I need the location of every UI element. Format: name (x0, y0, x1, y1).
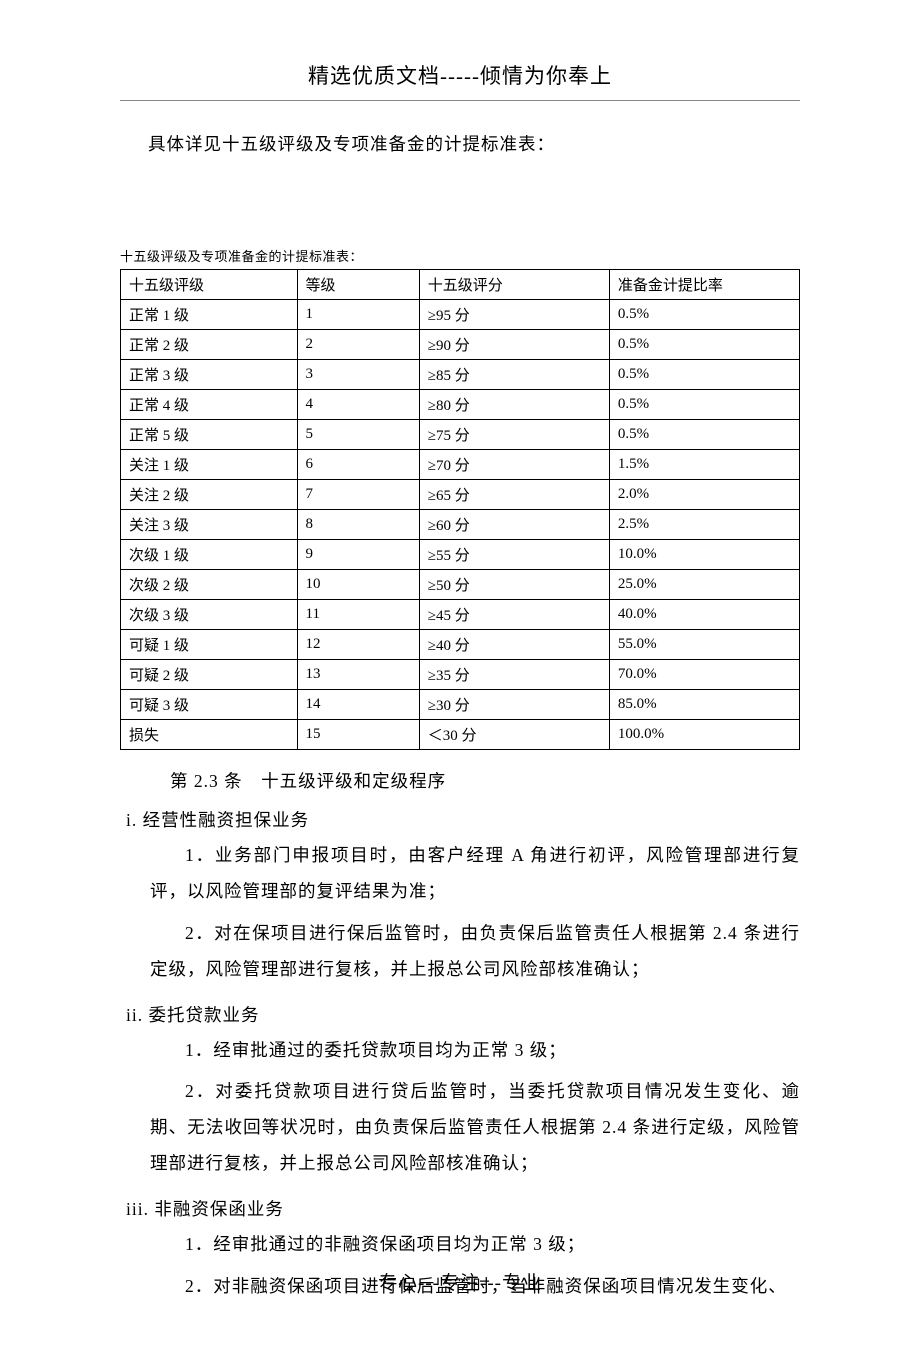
cell: ≥95 分 (419, 300, 609, 330)
table-row: 次级 1 级9≥55 分10.0% (121, 540, 800, 570)
sub-i-label: i. 经营性融资担保业务 (126, 807, 800, 832)
cell: 次级 1 级 (121, 540, 298, 570)
cell: 5 (297, 420, 419, 450)
cell: 0.5% (609, 330, 799, 360)
table-row: 关注 3 级8≥60 分2.5% (121, 510, 800, 540)
cell: ≥30 分 (419, 690, 609, 720)
table-row: 正常 4 级4≥80 分0.5% (121, 390, 800, 420)
table-row: 正常 3 级3≥85 分0.5% (121, 360, 800, 390)
table-row: 关注 2 级7≥65 分2.0% (121, 480, 800, 510)
intro-text: 具体详见十五级评级及专项准备金的计提标准表： (148, 131, 800, 156)
cell: 正常 4 级 (121, 390, 298, 420)
cell: 可疑 1 级 (121, 630, 298, 660)
cell: 次级 2 级 (121, 570, 298, 600)
paragraph: 2．对在保项目进行保后监管时，由负责保后监管责任人根据第 2.4 条进行定级，风… (150, 916, 800, 988)
section-2-3-heading: 第 2.3 条 十五级评级和定级程序 (170, 768, 800, 793)
header-underline (120, 100, 800, 101)
rating-table: 十五级评级 等级 十五级评分 准备金计提比率 正常 1 级1≥95 分0.5% … (120, 269, 800, 750)
cell: 关注 2 级 (121, 480, 298, 510)
document-page: 精选优质文档-----倾情为你奉上 具体详见十五级评级及专项准备金的计提标准表：… (0, 0, 920, 1345)
cell: 1.5% (609, 450, 799, 480)
cell: 8 (297, 510, 419, 540)
cell: 关注 3 级 (121, 510, 298, 540)
cell: ≥90 分 (419, 330, 609, 360)
cell: 可疑 3 级 (121, 690, 298, 720)
page-header-title: 精选优质文档-----倾情为你奉上 (120, 60, 800, 90)
cell: 正常 3 级 (121, 360, 298, 390)
table-row: 可疑 3 级14≥30 分85.0% (121, 690, 800, 720)
cell: 2.5% (609, 510, 799, 540)
cell: 10 (297, 570, 419, 600)
cell: 70.0% (609, 660, 799, 690)
cell: 4 (297, 390, 419, 420)
cell: 正常 1 级 (121, 300, 298, 330)
cell: 0.5% (609, 360, 799, 390)
cell: ＜30 分 (419, 720, 609, 750)
cell: 9 (297, 540, 419, 570)
sub-ii-label: ii. 委托贷款业务 (126, 1002, 800, 1027)
cell: 40.0% (609, 600, 799, 630)
table-row: 损失15＜30 分100.0% (121, 720, 800, 750)
col-header: 十五级评分 (419, 270, 609, 300)
cell: 0.5% (609, 420, 799, 450)
cell: ≥85 分 (419, 360, 609, 390)
table-row: 次级 3 级11≥45 分40.0% (121, 600, 800, 630)
paragraph: 2．对委托贷款项目进行贷后监管时，当委托贷款项目情况发生变化、逾期、无法收回等状… (150, 1074, 800, 1182)
table-caption: 十五级评级及专项准备金的计提标准表： (120, 246, 800, 265)
col-header: 等级 (297, 270, 419, 300)
cell: 10.0% (609, 540, 799, 570)
col-header: 十五级评级 (121, 270, 298, 300)
cell: 55.0% (609, 630, 799, 660)
cell: 2.0% (609, 480, 799, 510)
cell: 11 (297, 600, 419, 630)
table-row: 可疑 1 级12≥40 分55.0% (121, 630, 800, 660)
cell: ≥80 分 (419, 390, 609, 420)
cell: ≥50 分 (419, 570, 609, 600)
paragraph: 1．经审批通过的委托贷款项目均为正常 3 级； (150, 1033, 800, 1069)
cell: 6 (297, 450, 419, 480)
cell: 损失 (121, 720, 298, 750)
table-body: 正常 1 级1≥95 分0.5% 正常 2 级2≥90 分0.5% 正常 3 级… (121, 300, 800, 750)
cell: 14 (297, 690, 419, 720)
cell: 7 (297, 480, 419, 510)
table-row: 关注 1 级6≥70 分1.5% (121, 450, 800, 480)
table-row: 可疑 2 级13≥35 分70.0% (121, 660, 800, 690)
table-header-row: 十五级评级 等级 十五级评分 准备金计提比率 (121, 270, 800, 300)
cell: ≥75 分 (419, 420, 609, 450)
page-footer: 专心---专注---专业 (0, 1268, 920, 1295)
table-row: 正常 2 级2≥90 分0.5% (121, 330, 800, 360)
paragraph: 1．经审批通过的非融资保函项目均为正常 3 级； (150, 1227, 800, 1263)
cell: 2 (297, 330, 419, 360)
cell: 12 (297, 630, 419, 660)
cell: ≥35 分 (419, 660, 609, 690)
cell: ≥55 分 (419, 540, 609, 570)
cell: 次级 3 级 (121, 600, 298, 630)
cell: 0.5% (609, 390, 799, 420)
cell: ≥45 分 (419, 600, 609, 630)
cell: 100.0% (609, 720, 799, 750)
cell: ≥40 分 (419, 630, 609, 660)
cell: 关注 1 级 (121, 450, 298, 480)
table-row: 正常 5 级5≥75 分0.5% (121, 420, 800, 450)
cell: ≥60 分 (419, 510, 609, 540)
cell: 可疑 2 级 (121, 660, 298, 690)
cell: ≥65 分 (419, 480, 609, 510)
cell: 85.0% (609, 690, 799, 720)
cell: ≥70 分 (419, 450, 609, 480)
sub-iii-label: iii. 非融资保函业务 (126, 1196, 800, 1221)
cell: 15 (297, 720, 419, 750)
cell: 正常 5 级 (121, 420, 298, 450)
cell: 1 (297, 300, 419, 330)
cell: 3 (297, 360, 419, 390)
col-header: 准备金计提比率 (609, 270, 799, 300)
table-row: 次级 2 级10≥50 分25.0% (121, 570, 800, 600)
cell: 13 (297, 660, 419, 690)
cell: 正常 2 级 (121, 330, 298, 360)
paragraph: 1．业务部门申报项目时，由客户经理 A 角进行初评，风险管理部进行复评，以风险管… (150, 838, 800, 910)
table-row: 正常 1 级1≥95 分0.5% (121, 300, 800, 330)
cell: 0.5% (609, 300, 799, 330)
cell: 25.0% (609, 570, 799, 600)
